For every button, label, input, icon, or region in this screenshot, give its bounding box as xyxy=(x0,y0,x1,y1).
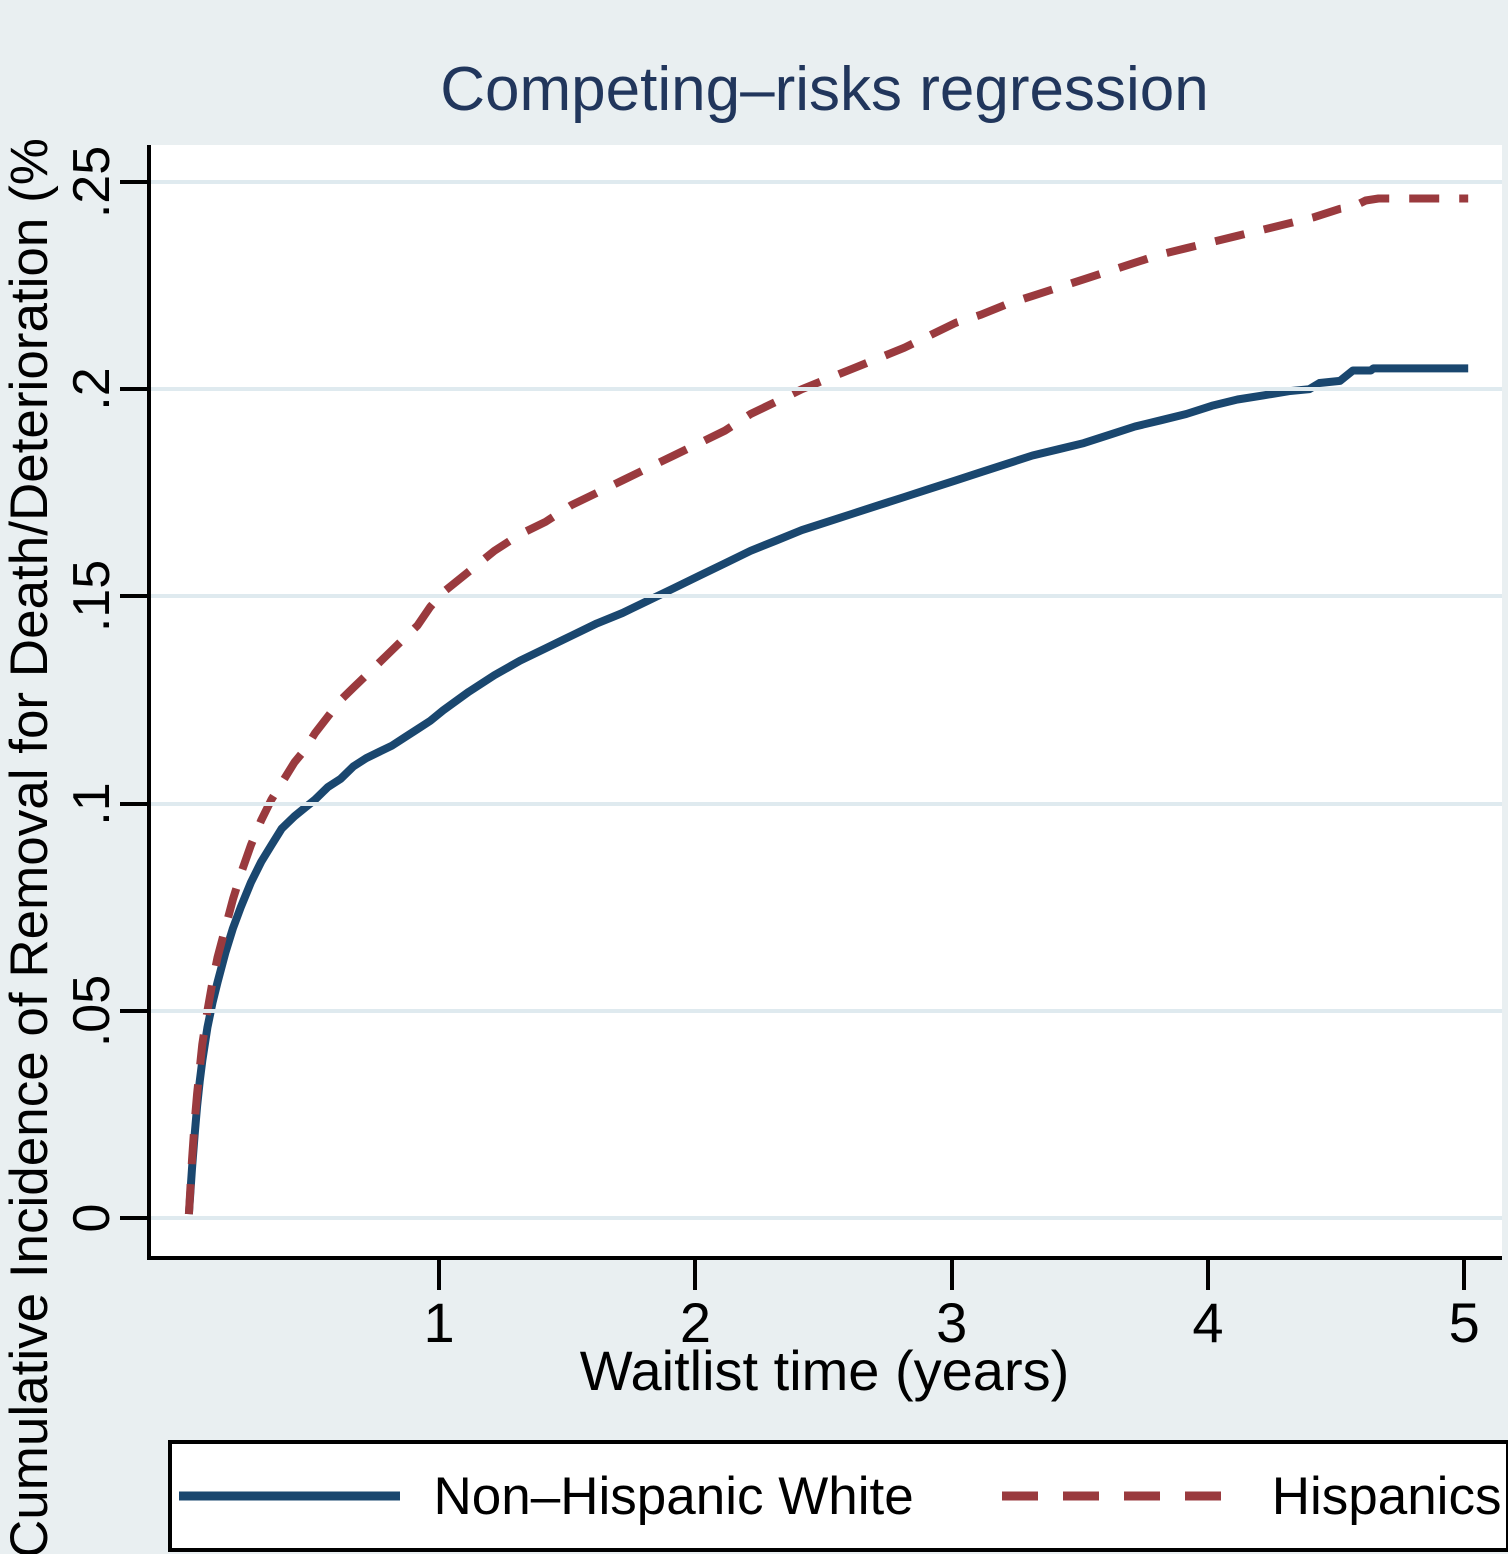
legend-item: Hispanics xyxy=(1000,1466,1502,1527)
y-tick xyxy=(120,1008,147,1013)
y-tick xyxy=(120,387,147,392)
y-tick-label: .15 xyxy=(63,560,121,633)
series-line-hispanics xyxy=(184,194,1469,1215)
legend-line-sample-dashed xyxy=(1001,1491,1238,1501)
y-tick-label: .05 xyxy=(63,974,121,1048)
grid-line xyxy=(151,594,1502,599)
grid-line xyxy=(151,801,1502,806)
y-tick-label: .25 xyxy=(63,145,121,219)
x-tick xyxy=(949,1260,954,1290)
y-tick-label: .2 xyxy=(63,367,121,411)
x-tick-label: 3 xyxy=(936,1291,968,1354)
y-tick-label: 0 xyxy=(63,1203,121,1233)
x-tick-label: 5 xyxy=(1448,1291,1480,1354)
x-tick xyxy=(1205,1260,1210,1290)
legend: Non–Hispanic White Hispanics xyxy=(168,1440,1508,1552)
x-tick xyxy=(437,1260,442,1290)
y-tick xyxy=(120,1216,147,1221)
series-layer xyxy=(184,194,1469,1215)
grid-line xyxy=(151,1008,1502,1013)
y-tick-label: .1 xyxy=(63,782,121,826)
x-tick-label: 4 xyxy=(1192,1291,1224,1354)
y-tick xyxy=(120,179,147,184)
grid-line xyxy=(151,179,1502,184)
y-tick xyxy=(120,801,147,806)
legend-item: Non–Hispanic White xyxy=(177,1466,914,1527)
grid-line xyxy=(151,387,1502,392)
y-tick xyxy=(120,594,147,599)
series-line-non-hispanic-white xyxy=(184,364,1469,1215)
x-tick-label: 2 xyxy=(679,1291,711,1354)
y-axis-label: Cumulative Incidence of Removal for Deat… xyxy=(0,138,59,1554)
chart-title: Competing–risks regression xyxy=(440,55,1209,124)
x-axis-title: Waitlist time (years) xyxy=(579,1339,1070,1402)
plot-area xyxy=(147,145,1502,1260)
x-tick xyxy=(693,1260,698,1290)
legend-label: Non–Hispanic White xyxy=(433,1466,914,1526)
grid-line xyxy=(151,1216,1502,1221)
x-tick xyxy=(1462,1260,1467,1290)
legend-line-sample-solid xyxy=(178,1491,400,1501)
legend-label: Hispanics xyxy=(1271,1466,1502,1526)
x-tick-label: 1 xyxy=(423,1291,455,1354)
